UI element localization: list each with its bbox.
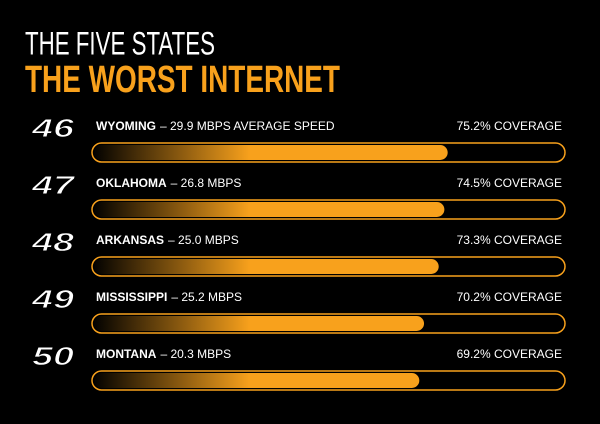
bar (94, 373, 420, 388)
value-label: 75.2% COVERAGE (457, 119, 562, 133)
value-label: 70.2% COVERAGE (457, 290, 562, 304)
state-name: OKLAHOMA (96, 176, 167, 190)
rank: 46 (31, 113, 75, 143)
row-label: WYOMING – 29.9 MBPS AVERAGE SPEED (96, 119, 335, 133)
row-label: OKLAHOMA – 26.8 MBPS (96, 176, 241, 190)
speed-label: – 20.3 MBPS (160, 347, 231, 361)
state-name: MONTANA (96, 347, 157, 361)
value-label: 74.5% COVERAGE (457, 176, 562, 190)
row-label: ARKANSAS – 25.0 MBPS (96, 233, 239, 247)
speed-label: – 26.8 MBPS (171, 176, 242, 190)
state-name: MISSISSIPPI (96, 290, 167, 304)
chart-title: THE FIVE STATES (25, 25, 215, 61)
bar (94, 145, 448, 160)
speed-label: – 29.9 MBPS AVERAGE SPEED (160, 119, 335, 133)
bar (94, 259, 439, 274)
rank: 49 (31, 284, 75, 314)
rank: 48 (31, 227, 75, 257)
rank: 47 (31, 170, 77, 200)
row-label: MISSISSIPPI – 25.2 MBPS (96, 290, 242, 304)
bar (94, 202, 445, 217)
speed-label: – 25.2 MBPS (171, 290, 242, 304)
speed-label: – 25.0 MBPS (168, 233, 239, 247)
value-label: 73.3% COVERAGE (457, 233, 562, 247)
state-name: WYOMING (96, 119, 156, 133)
value-label: 69.2% COVERAGE (457, 347, 562, 361)
rank: 50 (32, 341, 75, 371)
state-name: ARKANSAS (96, 233, 164, 247)
chart-subtitle: THE WORST INTERNET (25, 59, 340, 101)
row-label: MONTANA – 20.3 MBPS (96, 347, 231, 361)
bar (94, 316, 425, 331)
